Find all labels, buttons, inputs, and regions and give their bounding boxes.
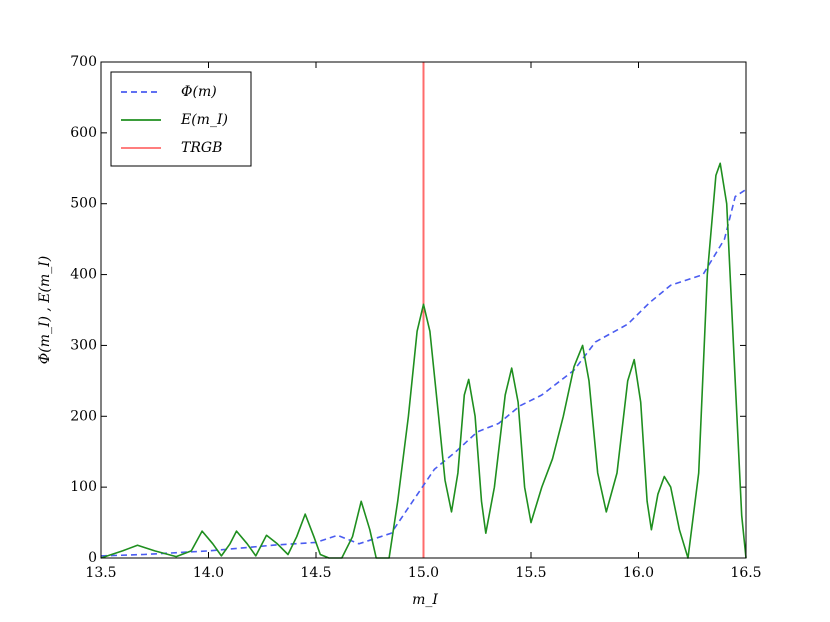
- x-tick-label: 15.5: [515, 565, 546, 581]
- x-tick-label: 16.0: [623, 565, 654, 581]
- x-axis-label: m_I: [412, 592, 438, 608]
- x-tick-label: 14.0: [193, 565, 224, 581]
- series-line: [100, 162, 747, 559]
- y-tick-label: 500: [70, 196, 97, 212]
- x-tick-label: 14.5: [300, 565, 331, 581]
- x-tick-label: 13.5: [85, 565, 116, 581]
- plot-frame: [100, 61, 747, 559]
- y-tick-label: 600: [70, 125, 97, 141]
- y-tick-label: 300: [70, 337, 97, 353]
- y-tick-label: 400: [70, 267, 97, 283]
- x-tick-label: 15.0: [408, 565, 439, 581]
- y-tick-label: 0: [88, 550, 97, 566]
- x-tick-label: 16.5: [730, 565, 761, 581]
- legend-box: [110, 71, 252, 167]
- legend-label: E(m_I): [180, 112, 228, 128]
- legend-label: TRGB: [181, 140, 222, 156]
- y-tick-label: 100: [70, 479, 97, 495]
- y-tick-label: 200: [70, 408, 97, 424]
- legend-label: Φ(m): [181, 84, 217, 100]
- y-axis-label: Φ(m_I) , E(m_I): [37, 256, 53, 365]
- y-tick-label: 700: [70, 54, 97, 70]
